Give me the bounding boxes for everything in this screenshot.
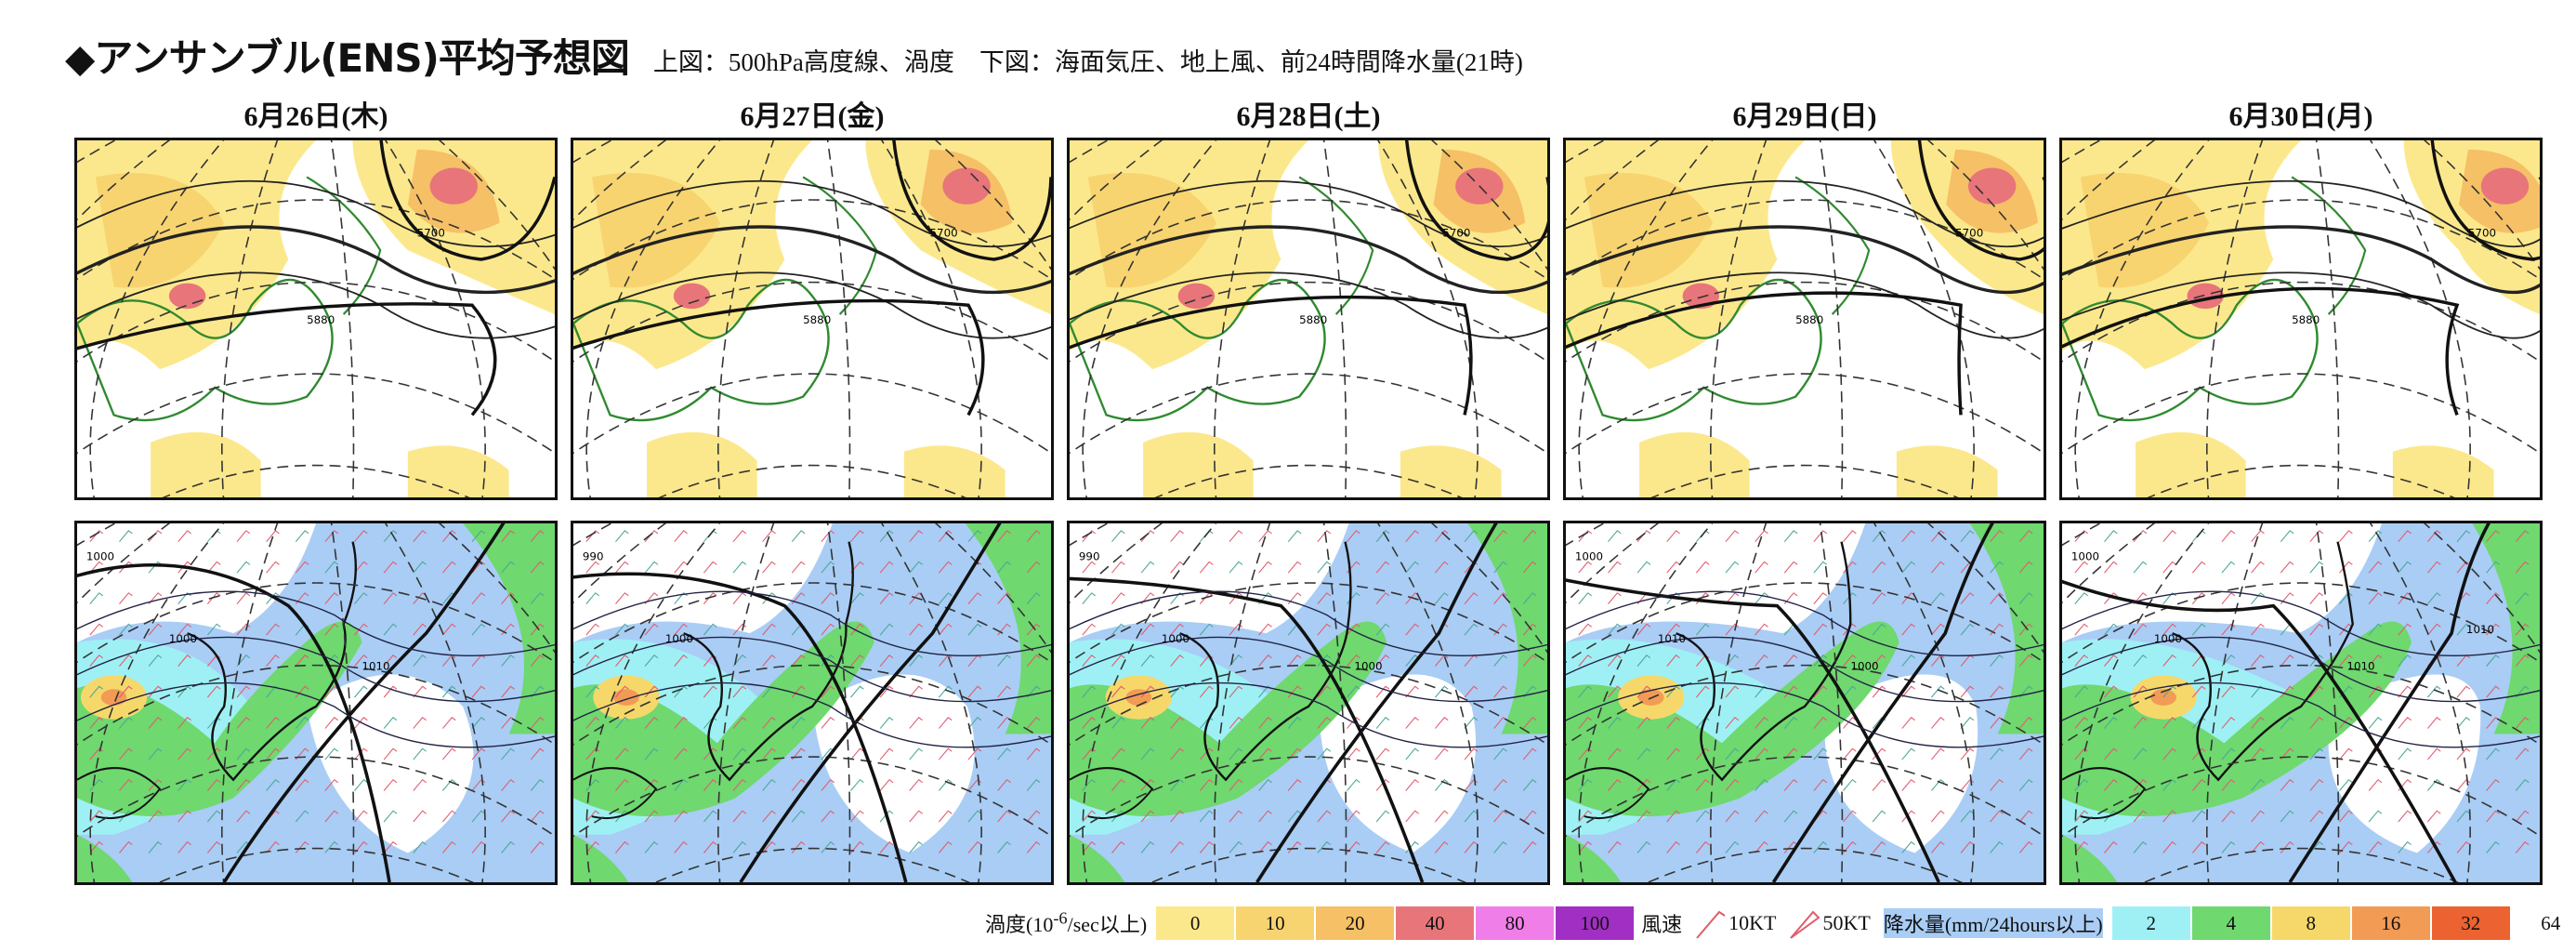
legend: 渦度(10-6/sec以上) 0 10 20 40 80 100 風速 10KT…: [966, 904, 2576, 943]
legend-vort-10: 10: [1236, 906, 1317, 940]
lower-map-surface: 1000 1010 1000: [1563, 521, 2046, 885]
isobar-label: 990: [1079, 549, 1100, 562]
isobar-label: 1000: [1354, 660, 1382, 673]
contour-label-5700: 5700: [930, 226, 958, 239]
isobar-label: 1000: [2071, 549, 2099, 562]
legend-vort-20: 20: [1316, 906, 1397, 940]
contour-label-5880: 5880: [307, 313, 335, 326]
forecast-date: 6月29日(日): [1732, 101, 1877, 132]
upper-map-500hpa: 5700 5880: [74, 138, 558, 500]
legend-precip-2: 2: [2111, 906, 2192, 940]
upper-map-500hpa: 5700 5880: [2059, 138, 2543, 500]
legend-wind-label: 風速: [1641, 913, 1683, 936]
forecast-date: 6月30日(月): [2228, 101, 2373, 132]
isobar-label: 990: [583, 549, 604, 562]
isobar-label: 1000: [1850, 660, 1878, 673]
contour-label-5880: 5880: [803, 313, 831, 326]
lower-map-surface: 1000 1000 1010 1010: [2059, 521, 2543, 885]
isobar-label: 1010: [2346, 660, 2374, 673]
isobar-label: 1010: [1658, 632, 1686, 645]
forecast-date: 6月27日(金): [740, 101, 885, 132]
legend-precip-16: 16: [2351, 906, 2432, 940]
lower-map-surface: 1000 1000 1010: [74, 521, 558, 885]
legend-vort-80: 80: [1476, 906, 1557, 940]
legend-precip-8: 8: [2271, 906, 2352, 940]
isobar-label: 1000: [1575, 549, 1603, 562]
lower-map-surface: 990 1000 1000: [1067, 521, 1550, 885]
isobar-label: 1000: [665, 632, 693, 645]
isobar-label: 1000: [2154, 632, 2182, 645]
legend-wind-50kt: 50KT: [1785, 906, 1871, 940]
isobar-label: 1000: [169, 632, 197, 645]
wind-barb-10kt-icon: [1696, 910, 1726, 939]
page-header: ◆アンサンブル(ENS)平均予想図 上図：500hPa高度線、渦度 下図：海面気…: [65, 28, 1523, 84]
legend-wind-10kt: 10KT: [1691, 906, 1776, 940]
forecast-date: 6月26日(木): [243, 101, 388, 132]
upper-map-500hpa: 5700 5880: [1563, 138, 2046, 500]
forecast-date: 6月28日(土): [1236, 101, 1381, 132]
legend-precip-32: 32: [2431, 906, 2512, 940]
contour-label-5880: 5880: [1299, 313, 1327, 326]
contour-label-5700: 5700: [1442, 226, 1470, 239]
legend-precip-4: 4: [2191, 906, 2272, 940]
legend-vort-0: 0: [1156, 906, 1237, 940]
isobar-label: 1000: [1162, 632, 1189, 645]
isobar-label: 1000: [86, 549, 114, 562]
isobar-label: 1010: [2466, 623, 2494, 636]
contour-label-5880: 5880: [1795, 313, 1823, 326]
isobar-label: 1010: [361, 660, 389, 673]
legend-vort-100: 100: [1556, 906, 1636, 940]
contour-label-5700: 5700: [417, 226, 445, 239]
contour-label-5880: 5880: [2292, 313, 2320, 326]
contour-label-5700: 5700: [1955, 226, 1983, 239]
upper-map-500hpa: 5700 5880: [1067, 138, 1550, 500]
page-subtitle: 上図：500hPa高度線、渦度 下図：海面気圧、地上風、前24時間降水量(21時…: [652, 48, 1523, 76]
upper-map-500hpa: 5700 5880: [571, 138, 1054, 500]
contour-label-5700: 5700: [2468, 226, 2496, 239]
page-title: ◆アンサンブル(ENS)平均予想図: [65, 35, 630, 81]
legend-precip-label: 降水量(mm/24hours以上): [1883, 908, 2103, 938]
lower-map-surface: 990 1000: [571, 521, 1054, 885]
legend-precip-64: 64: [2512, 906, 2576, 940]
wind-flag-50kt-icon: [1790, 910, 1821, 939]
legend-vorticity-label: 渦度(10-6/sec以上): [985, 908, 1148, 936]
legend-vort-40: 40: [1396, 906, 1477, 940]
